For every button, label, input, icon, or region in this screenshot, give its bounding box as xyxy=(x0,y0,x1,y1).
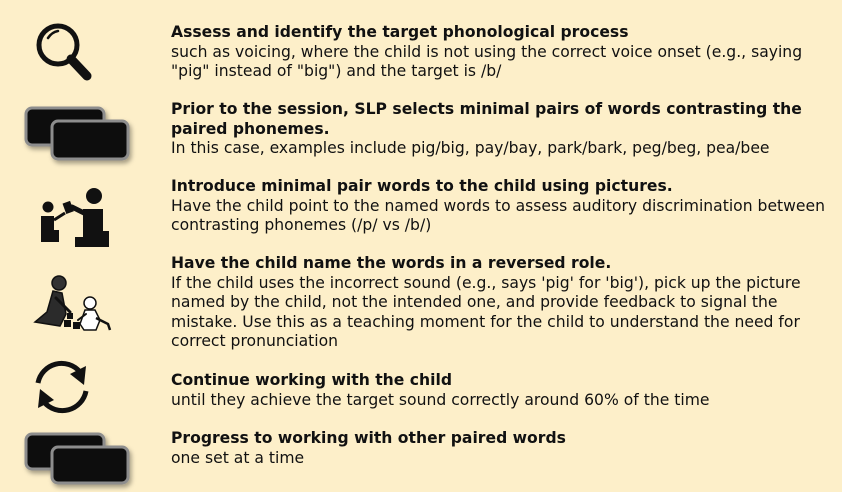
step-6-title: Progress to working with other paired wo… xyxy=(171,429,566,447)
step-6-description: one set at a time xyxy=(171,448,305,467)
adult-child-pointing-icon xyxy=(41,188,109,247)
step-2-title: Prior to the session, SLP selects minima… xyxy=(171,100,802,138)
refresh-cycle-icon xyxy=(35,360,89,414)
step-5-text: Continue working with the child until th… xyxy=(171,371,831,410)
step-4-description: If the child uses the incorrect sound (e… xyxy=(171,273,801,351)
step-3-title: Introduce minimal pair words to the chil… xyxy=(171,177,673,195)
adult-child-playing-blocks-icon xyxy=(33,275,112,331)
step-4-text: Have the child name the words in a rever… xyxy=(171,254,831,352)
step-1-description: such as voicing, where the child is not … xyxy=(171,42,803,81)
magnifying-glass-icon xyxy=(36,23,92,81)
step-6-text: Progress to working with other paired wo… xyxy=(171,429,831,468)
step-2-text: Prior to the session, SLP selects minima… xyxy=(171,100,831,159)
step-5-title: Continue working with the child xyxy=(171,371,452,389)
cards-icon xyxy=(24,432,130,485)
cards-icon xyxy=(24,106,130,161)
step-1-text: Assess and identify the target phonologi… xyxy=(171,23,831,82)
step-1-title: Assess and identify the target phonologi… xyxy=(171,23,629,41)
step-4-title: Have the child name the words in a rever… xyxy=(171,254,612,272)
step-3-text: Introduce minimal pair words to the chil… xyxy=(171,177,831,236)
step-5-description: until they achieve the target sound corr… xyxy=(171,390,710,409)
step-2-description: In this case, examples include pig/big, … xyxy=(171,139,770,157)
step-3-description: Have the child point to the named words … xyxy=(171,196,825,235)
